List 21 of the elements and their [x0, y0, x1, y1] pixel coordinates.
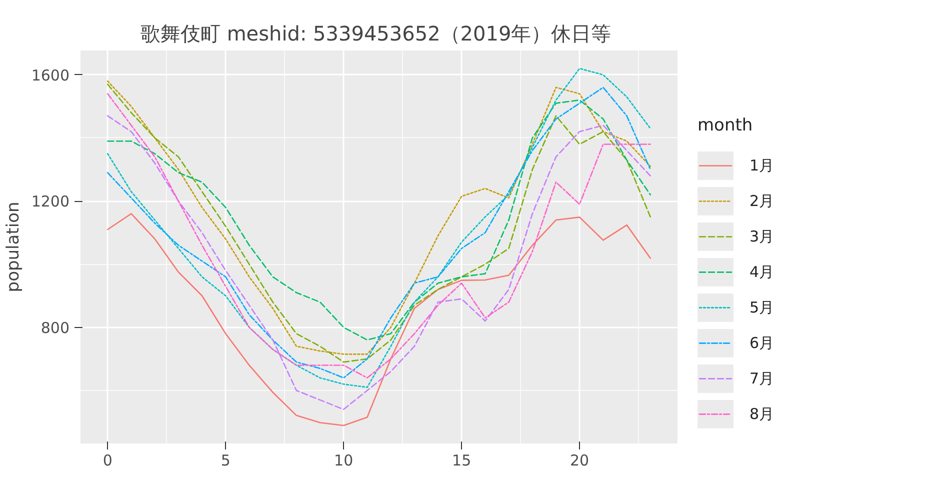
legend-label: 4月: [750, 263, 774, 282]
x-tick-label: 0: [102, 452, 112, 470]
legend-label: 8月: [750, 405, 774, 424]
y-tick-label: 1200: [31, 192, 70, 211]
x-tick-label: 5: [220, 452, 230, 470]
y-tick-label: 800: [40, 318, 70, 337]
y-tick-label: 1600: [31, 66, 70, 84]
legend-title: month: [698, 116, 753, 136]
legend-label: 2月: [750, 192, 774, 210]
legend-label: 5月: [750, 298, 774, 317]
x-tick-label: 20: [570, 452, 590, 470]
line-series: [106, 115, 652, 410]
legend-label: 3月: [750, 228, 774, 246]
legend-label: 6月: [750, 334, 774, 352]
line-series: [106, 213, 652, 426]
chart-title: 歌舞伎町 meshid: 5339453652（2019年）休日等: [140, 22, 612, 46]
y-axis-title: population: [3, 202, 24, 292]
legend-label: 7月: [750, 370, 774, 388]
x-tick-label: 10: [334, 452, 354, 470]
legend-label: 1月: [750, 156, 774, 175]
x-tick-label: 15: [452, 452, 472, 470]
